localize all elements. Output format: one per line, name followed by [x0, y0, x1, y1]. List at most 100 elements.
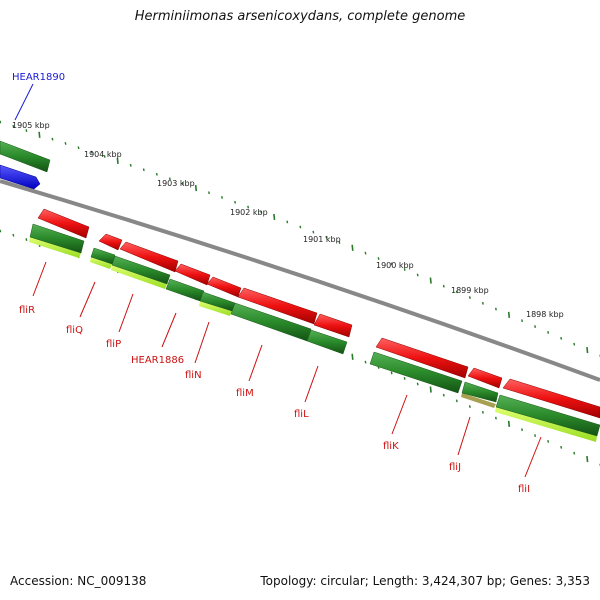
cds-flik[interactable]	[375, 337, 469, 379]
cds-flin[interactable]	[206, 276, 242, 298]
map-title: Herminiimonas arsenicoxydans, complete g…	[134, 9, 466, 24]
scale-tick	[116, 157, 119, 164]
scale-label-1900: 1900 kbp	[376, 261, 414, 270]
scale-tick	[325, 235, 328, 239]
highlight-flin	[199, 301, 232, 316]
gene-hear1886[interactable]	[165, 278, 205, 302]
cds-fliq[interactable]	[98, 233, 123, 251]
feature-rna-hear1890[interactable]	[0, 164, 41, 190]
scale-label-1901: 1901 kbp	[303, 235, 341, 244]
leader-hear1890	[14, 83, 34, 121]
scale-tick	[377, 257, 380, 260]
scale-tick	[560, 336, 563, 340]
scale-tick	[208, 191, 210, 195]
cds-flii[interactable]	[502, 378, 600, 419]
scale-tick	[260, 210, 263, 214]
scale-label-1899: 1899 kbp	[451, 286, 489, 295]
label-fliq: fliQ	[66, 325, 83, 336]
scale-tick	[364, 360, 367, 364]
scale-label-1902: 1902 kbp	[230, 208, 268, 217]
leader-flil	[304, 365, 319, 403]
scale-tick	[455, 290, 458, 294]
scale-tick	[455, 399, 458, 403]
cds-track	[37, 208, 600, 419]
cds-flim[interactable]	[237, 287, 318, 325]
gene-flij[interactable]	[461, 381, 499, 403]
scale-tick	[534, 434, 537, 437]
scale-tick	[547, 331, 550, 334]
cds-flip[interactable]	[119, 241, 179, 273]
scale-tick	[364, 251, 367, 255]
scale-tick	[12, 124, 15, 128]
leader-flij	[457, 416, 471, 456]
scale-tick	[507, 311, 511, 318]
genome-backbone	[0, 179, 600, 382]
label-flii: fliI	[518, 484, 530, 495]
scale-label-1898: 1898 kbp	[526, 310, 564, 319]
scale-tick	[521, 319, 524, 323]
gene-fliq[interactable]	[90, 247, 116, 265]
gene-track	[29, 223, 600, 442]
scale-tick	[142, 168, 145, 172]
scale-tick	[573, 451, 576, 455]
scale-tick	[338, 241, 341, 244]
scale-tick	[573, 342, 576, 346]
highlight-flip	[111, 265, 167, 289]
scale-tick	[521, 428, 524, 432]
cds-flij[interactable]	[467, 367, 503, 389]
scale-tick	[429, 386, 432, 393]
leader-hear1886	[161, 312, 177, 348]
scale-tick	[221, 196, 224, 199]
scale-tick	[234, 200, 237, 204]
scale-tick	[273, 213, 276, 221]
scale-tick	[481, 301, 484, 305]
scale-tick	[494, 307, 497, 311]
scale-label-1904: 1904 kbp	[84, 150, 122, 159]
scale-tick	[51, 137, 54, 141]
label-flim: fliM	[236, 388, 254, 399]
leader-flik	[391, 394, 408, 435]
gene-flii[interactable]	[495, 394, 600, 437]
highlight-flii	[495, 407, 597, 442]
gene-flip[interactable]	[111, 255, 171, 285]
label-flin: fliN	[185, 370, 202, 381]
scale-tick	[103, 155, 106, 158]
leader-flii	[524, 436, 542, 478]
label-flil: fliL	[294, 409, 309, 420]
cds-flil[interactable]	[313, 313, 353, 338]
gene-flik[interactable]	[369, 351, 463, 394]
scale-tick	[429, 277, 432, 284]
scale-tick	[403, 377, 406, 380]
scale-tick	[586, 456, 589, 463]
scale-tick	[547, 440, 550, 443]
topology-text: Topology: circular; Length: 3,424,307 bp…	[260, 574, 590, 588]
scale-tick	[25, 129, 28, 132]
scale-tick	[168, 177, 171, 181]
cds-flir[interactable]	[37, 208, 90, 239]
scale-tick	[494, 416, 497, 420]
scale-tick	[442, 393, 445, 397]
scale-tick	[12, 233, 15, 237]
gene-flir[interactable]	[29, 223, 85, 254]
leader-fliq	[79, 281, 96, 318]
scale-tick	[129, 163, 132, 167]
scale-tick	[560, 445, 563, 449]
scale-label-1905: 1905 kbp	[12, 121, 50, 130]
feature-gene-hear1890[interactable]	[0, 140, 51, 173]
scale-tick	[181, 182, 184, 185]
scale-tick	[64, 142, 67, 145]
cds-hear1886[interactable]	[174, 263, 211, 286]
label-flip: fliP	[106, 339, 121, 350]
label-flij: fliJ	[449, 462, 461, 473]
scale-tick	[351, 353, 354, 360]
scale-tick	[25, 238, 28, 241]
scale-tick	[0, 120, 2, 124]
highlight-flir	[29, 237, 81, 258]
label-flik: fliK	[383, 441, 399, 452]
scale-tick	[247, 205, 250, 209]
scale-tick	[299, 225, 302, 229]
scale-tick	[77, 146, 80, 150]
scale-tick	[481, 410, 484, 414]
gene-flil[interactable]	[306, 329, 348, 355]
